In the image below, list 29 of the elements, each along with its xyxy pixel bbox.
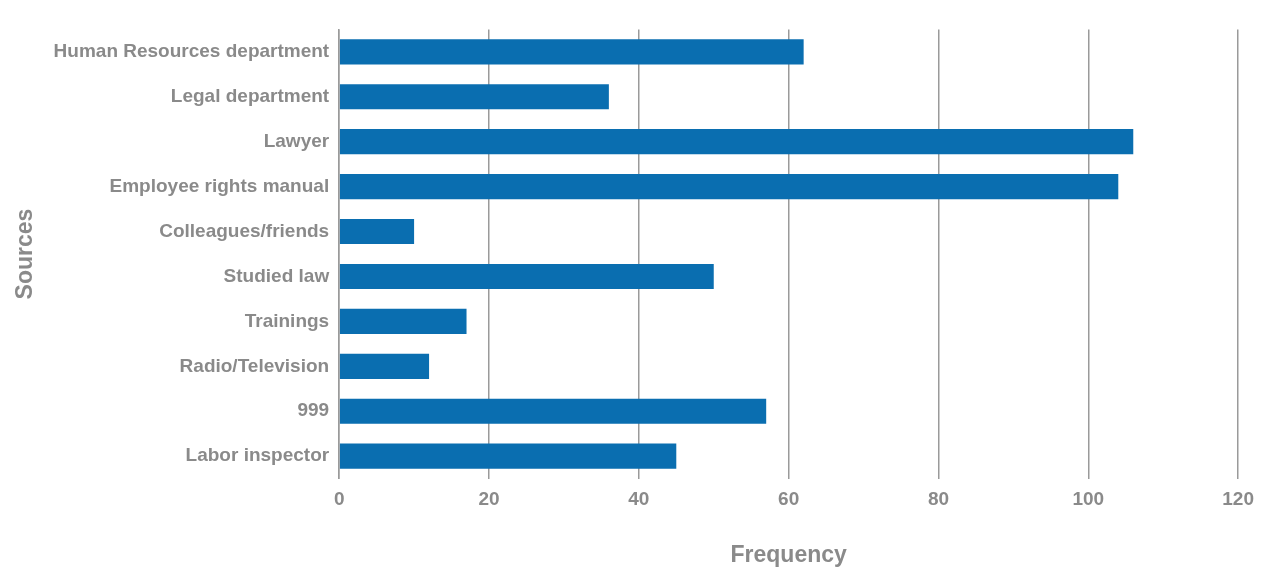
x-axis-title: Frequency <box>730 540 848 567</box>
x-tick-label: 120 <box>1222 488 1254 510</box>
bar <box>339 174 1119 200</box>
x-tick-label: 80 <box>927 488 950 510</box>
x-tick-label: 100 <box>1072 488 1105 510</box>
bar <box>339 308 467 334</box>
x-tick-label: 60 <box>778 488 800 510</box>
bar <box>339 443 677 469</box>
bar <box>339 353 430 379</box>
y-tick-label: Legal department <box>170 85 330 107</box>
x-tick-label: 40 <box>628 488 650 510</box>
x-tick-label: 20 <box>478 488 500 510</box>
bar <box>339 218 415 245</box>
y-axis-title: Sources <box>11 208 38 300</box>
bar <box>339 84 609 110</box>
y-tick-label: Radio/Television <box>179 354 330 376</box>
y-tick-label: Labor inspector <box>185 444 330 466</box>
y-tick-label: Employee rights manual <box>109 174 330 196</box>
bar <box>339 39 804 65</box>
bar <box>339 398 767 424</box>
y-tick-label: Trainings <box>244 309 330 331</box>
y-tick-label: Studied law <box>223 264 330 286</box>
bar <box>339 129 1134 155</box>
y-tick-label: Human Resources department <box>53 40 330 62</box>
y-tick-label: Lawyer <box>263 129 330 151</box>
x-tick-label: 0 <box>333 488 345 510</box>
bar <box>339 263 714 290</box>
y-tick-label: Colleagues/friends <box>159 219 330 241</box>
y-tick-label: 999 <box>297 399 330 421</box>
